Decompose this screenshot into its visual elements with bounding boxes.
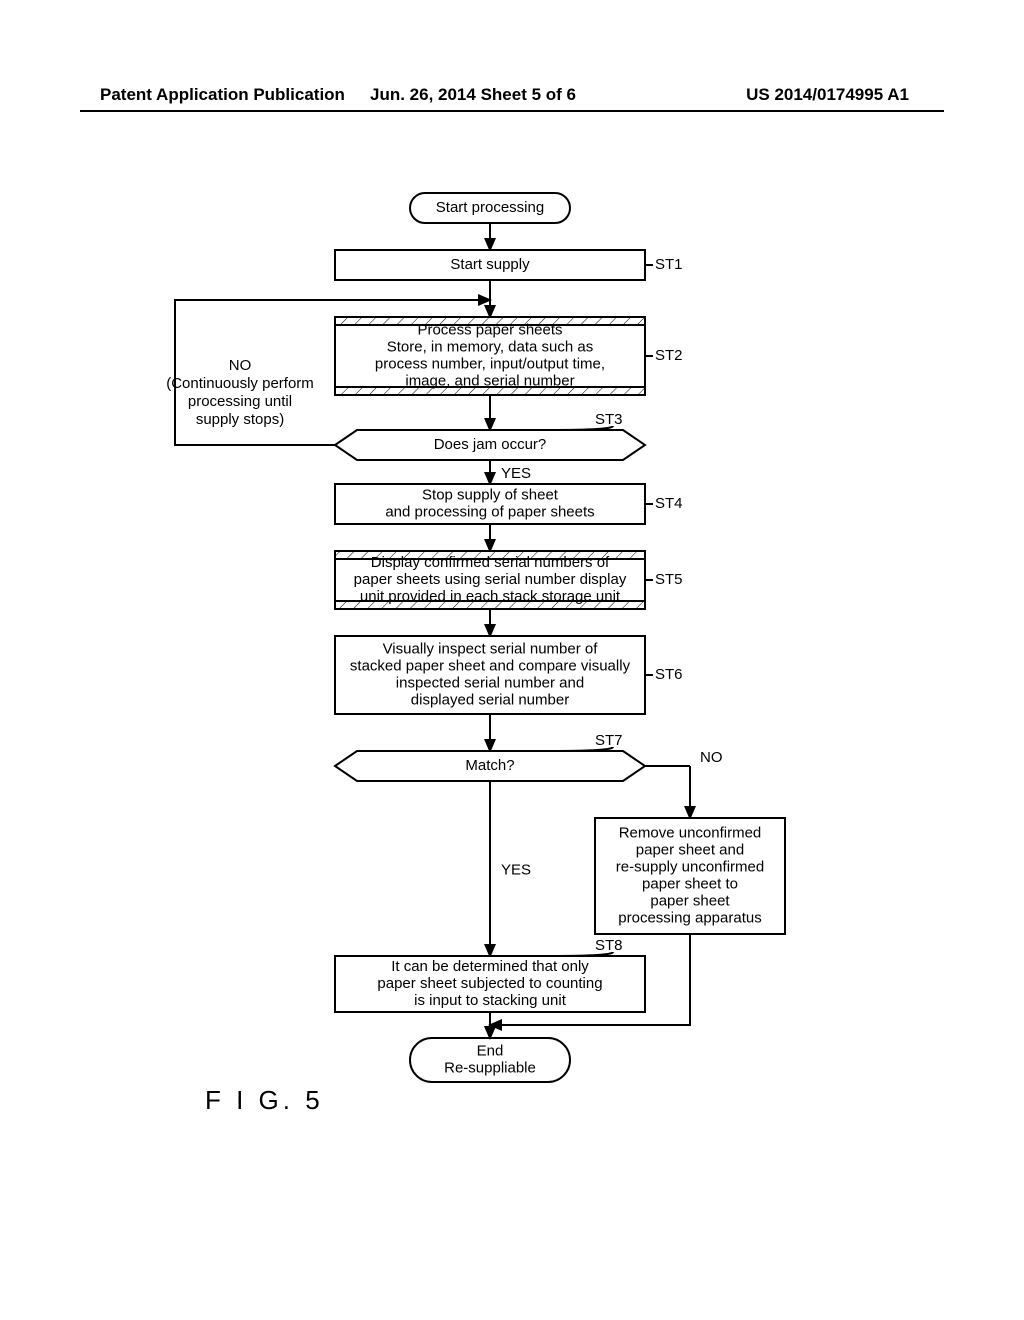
svg-text:image, and serial number: image, and serial number: [405, 372, 574, 389]
svg-text:Does jam occur?: Does jam occur?: [434, 436, 547, 453]
svg-text:Re-suppliable: Re-suppliable: [444, 1059, 536, 1076]
svg-text:YES: YES: [501, 861, 531, 878]
svg-text:Stop supply of sheet: Stop supply of sheet: [422, 486, 559, 503]
svg-text:paper sheet subjected to count: paper sheet subjected to counting: [377, 975, 602, 992]
svg-text:Store, in memory, data such as: Store, in memory, data such as: [387, 338, 593, 355]
svg-text:It can be determined that only: It can be determined that only: [391, 958, 589, 975]
svg-text:Match?: Match?: [465, 757, 514, 774]
figure-label: F I G. 5: [205, 1085, 324, 1116]
svg-text:unit provided in each stack st: unit provided in each stack storage unit: [360, 588, 621, 605]
svg-text:YES: YES: [501, 465, 531, 482]
svg-text:paper sheets using serial numb: paper sheets using serial number display: [354, 571, 627, 588]
flowchart: YESNO(Continuously performprocessing unt…: [0, 0, 1024, 1320]
svg-text:inspected serial number and: inspected serial number and: [396, 674, 584, 691]
svg-text:Start processing: Start processing: [436, 199, 544, 216]
svg-text:ST5: ST5: [655, 571, 683, 588]
svg-text:ST3: ST3: [595, 411, 623, 428]
svg-text:Display confirmed serial numbe: Display confirmed serial numbers of: [371, 554, 610, 571]
svg-text:(Continuously perform: (Continuously perform: [166, 375, 314, 392]
svg-text:ST2: ST2: [655, 347, 683, 364]
svg-text:Start supply: Start supply: [450, 256, 530, 273]
svg-text:supply stops): supply stops): [196, 411, 284, 428]
svg-text:re-supply unconfirmed: re-supply unconfirmed: [616, 858, 764, 875]
svg-text:Process paper sheets: Process paper sheets: [417, 321, 562, 338]
svg-text:Remove unconfirmed: Remove unconfirmed: [619, 824, 762, 841]
svg-text:stacked paper sheet and compar: stacked paper sheet and compare visually: [350, 657, 631, 674]
svg-text:paper sheet and: paper sheet and: [636, 841, 744, 858]
svg-text:displayed serial number: displayed serial number: [411, 691, 569, 708]
svg-text:NO: NO: [700, 749, 723, 766]
svg-text:End: End: [477, 1042, 504, 1059]
svg-text:ST6: ST6: [655, 666, 683, 683]
svg-text:ST4: ST4: [655, 495, 683, 512]
svg-text:NO: NO: [229, 357, 252, 374]
svg-text:process number, input/output t: process number, input/output time,: [375, 355, 605, 372]
svg-text:processing apparatus: processing apparatus: [618, 909, 761, 926]
svg-text:is input to stacking unit: is input to stacking unit: [414, 992, 567, 1009]
svg-text:paper sheet: paper sheet: [650, 892, 730, 909]
svg-text:ST1: ST1: [655, 256, 683, 273]
svg-text:processing until: processing until: [188, 393, 292, 410]
svg-text:ST8: ST8: [595, 937, 623, 954]
svg-text:Visually inspect serial number: Visually inspect serial number of: [383, 640, 599, 657]
svg-text:ST7: ST7: [595, 732, 623, 749]
svg-text:paper sheet to: paper sheet to: [642, 875, 738, 892]
svg-text:and processing of paper sheets: and processing of paper sheets: [385, 503, 594, 520]
